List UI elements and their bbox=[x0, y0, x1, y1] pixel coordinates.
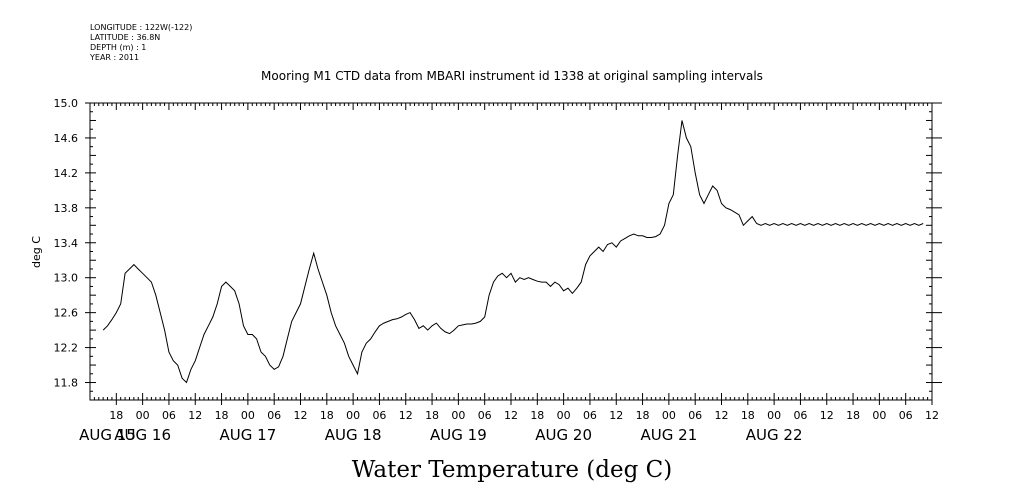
x-tick-label: 18 bbox=[530, 409, 544, 422]
metadata-block: LONGITUDE : 122W(-122) LATITUDE : 36.8N … bbox=[89, 23, 192, 62]
x-tick-label: 18 bbox=[846, 409, 860, 422]
x-tick-label: 00 bbox=[136, 409, 150, 422]
y-tick-label: 12.2 bbox=[54, 342, 79, 355]
day-label: AUG 15 bbox=[79, 426, 136, 444]
x-tick-label: 00 bbox=[451, 409, 465, 422]
x-tick-label: 18 bbox=[741, 409, 755, 422]
x-tick-label: 06 bbox=[688, 409, 702, 422]
x-tick-label: 06 bbox=[583, 409, 597, 422]
day-label: AUG 18 bbox=[325, 426, 382, 444]
x-tick-label: 12 bbox=[820, 409, 834, 422]
x-tick-label: 06 bbox=[478, 409, 492, 422]
y-tick-labels: 11.8 12.2 12.6 13.0 13.4 13.8 14.2 14.6 15.0 bbox=[54, 97, 79, 390]
x-tick-label: 06 bbox=[267, 409, 281, 422]
x-tick-label: 12 bbox=[504, 409, 518, 422]
x-tick-label: 12 bbox=[399, 409, 413, 422]
series-line-water-temperature bbox=[102, 120, 924, 384]
x-tick-label: 12 bbox=[715, 409, 729, 422]
longitude-line: LONGITUDE : 122W(-122) bbox=[90, 23, 192, 32]
x-tick-label: 06 bbox=[899, 409, 913, 422]
y-tick-label: 15.0 bbox=[54, 97, 79, 110]
plot-frame bbox=[89, 102, 933, 401]
y-axis-label: deg C bbox=[30, 236, 43, 268]
year-line: YEAR : 2011 bbox=[89, 53, 139, 62]
x-tick-label: 18 bbox=[425, 409, 439, 422]
x-tick-label: 00 bbox=[346, 409, 360, 422]
y-tick-label: 14.6 bbox=[54, 132, 79, 145]
x-tick-labels: 18 00 06 12 18 00 06 12 18 00 06 12 18 00 06 12 18 00 06 12… bbox=[109, 409, 939, 422]
bottom-title: Water Temperature (deg C) bbox=[352, 457, 672, 483]
x-tick-label: 00 bbox=[767, 409, 781, 422]
y-tick-label: 12.6 bbox=[54, 307, 79, 320]
x-tick-label: 06 bbox=[162, 409, 176, 422]
x-tick-label: 12 bbox=[188, 409, 202, 422]
x-tick-label: 12 bbox=[609, 409, 623, 422]
depth-line: DEPTH (m) : 1 bbox=[90, 43, 146, 52]
y-tick-label: 14.2 bbox=[54, 167, 79, 180]
day-label: AUG 21 bbox=[641, 426, 698, 444]
y-tick-label: 11.8 bbox=[54, 377, 79, 390]
x-tick-label: 06 bbox=[372, 409, 386, 422]
chart-title: Mooring M1 CTD data from MBARI instrumen… bbox=[261, 69, 763, 83]
day-label: AUG 17 bbox=[220, 426, 277, 444]
x-tick-label: 12 bbox=[925, 409, 939, 422]
day-label: AUG 20 bbox=[535, 426, 592, 444]
x-tick-label: 18 bbox=[636, 409, 650, 422]
x-tick-label: 00 bbox=[872, 409, 886, 422]
x-tick-label: 12 bbox=[294, 409, 308, 422]
y-tick-label: 13.8 bbox=[54, 202, 79, 215]
x-tick-label: 18 bbox=[109, 409, 123, 422]
y-tick-label: 13.4 bbox=[54, 237, 79, 250]
axis-ticks bbox=[85, 102, 942, 405]
x-tick-label: 00 bbox=[241, 409, 255, 422]
latitude-line: LATITUDE : 36.8N bbox=[90, 33, 160, 42]
x-tick-label: 00 bbox=[662, 409, 676, 422]
y-tick-label: 13.0 bbox=[54, 272, 79, 285]
x-tick-label: 06 bbox=[793, 409, 807, 422]
x-tick-label: 18 bbox=[215, 409, 229, 422]
day-label: AUG 16 bbox=[114, 426, 171, 444]
day-label: AUG 22 bbox=[746, 426, 803, 444]
x-tick-label: 00 bbox=[557, 409, 571, 422]
day-label: AUG 19 bbox=[430, 426, 487, 444]
x-tick-label: 18 bbox=[320, 409, 334, 422]
